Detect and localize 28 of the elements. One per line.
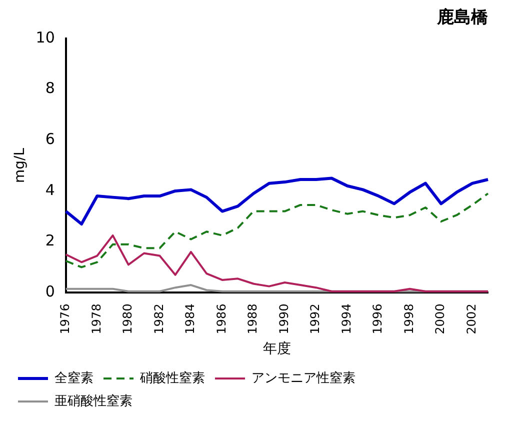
y-tick-label: 2 — [45, 232, 55, 250]
x-tick-label: 1978 — [89, 304, 104, 334]
x-tick-label: 1984 — [183, 304, 198, 334]
y-tick-label: 0 — [45, 282, 55, 301]
y-tick-label: 8 — [45, 79, 55, 98]
line-series — [64, 192, 489, 268]
y-tick-label: 10 — [36, 28, 55, 46]
x-tick-label: 1980 — [120, 304, 135, 334]
x-tick-label: 1996 — [370, 304, 385, 334]
legend-label: 亜硝酸性窒素 — [54, 392, 132, 409]
y-tick-label: 4 — [45, 180, 55, 199]
x-tick-label: 1976 — [58, 304, 72, 334]
legend-label: アンモニア性窒素 — [252, 370, 356, 386]
y-axis-title: mg/L — [12, 148, 28, 184]
x-tick-label: 2000 — [433, 304, 448, 334]
x-tick-label: 1988 — [246, 304, 260, 334]
y-tick-label: 6 — [45, 130, 55, 148]
chart-title: 鹿島橋 — [436, 8, 489, 28]
x-tick-label: 1990 — [276, 304, 291, 334]
x-tick-label: 1994 — [339, 304, 354, 334]
x-tick-label: 1986 — [214, 304, 228, 334]
x-tick-label: 2002 — [464, 304, 478, 334]
x-tick-label: 1982 — [152, 304, 166, 334]
legend-label: 全窒素 — [54, 370, 94, 386]
x-tick-label: 1998 — [402, 304, 416, 334]
x-tick-label: 1992 — [308, 304, 322, 334]
x-axis-title: 年度 — [262, 341, 291, 358]
legend-label: 硝酸性窒素 — [139, 370, 205, 386]
